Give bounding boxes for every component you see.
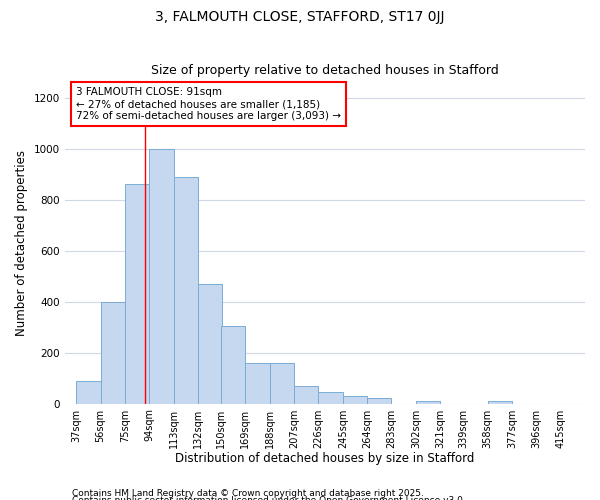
Bar: [101, 302, 125, 404]
Bar: [319, 392, 343, 404]
Text: Contains public sector information licensed under the Open Government Licence v3: Contains public sector information licen…: [72, 496, 466, 500]
Bar: [76, 380, 101, 404]
X-axis label: Distribution of detached houses by size in Stafford: Distribution of detached houses by size …: [175, 452, 475, 465]
Y-axis label: Number of detached properties: Number of detached properties: [15, 150, 28, 336]
Text: 3, FALMOUTH CLOSE, STAFFORD, ST17 0JJ: 3, FALMOUTH CLOSE, STAFFORD, ST17 0JJ: [155, 10, 445, 24]
Bar: [173, 176, 198, 404]
Bar: [294, 386, 319, 404]
Bar: [343, 396, 367, 404]
Bar: [245, 363, 270, 404]
Bar: [125, 184, 149, 404]
Bar: [416, 401, 440, 404]
Text: Contains HM Land Registry data © Crown copyright and database right 2025.: Contains HM Land Registry data © Crown c…: [72, 488, 424, 498]
Bar: [149, 148, 173, 404]
Title: Size of property relative to detached houses in Stafford: Size of property relative to detached ho…: [151, 64, 499, 77]
Bar: [488, 401, 512, 404]
Bar: [198, 284, 223, 404]
Bar: [270, 363, 294, 404]
Bar: [221, 326, 245, 404]
Text: 3 FALMOUTH CLOSE: 91sqm
← 27% of detached houses are smaller (1,185)
72% of semi: 3 FALMOUTH CLOSE: 91sqm ← 27% of detache…: [76, 88, 341, 120]
Bar: [367, 398, 391, 404]
